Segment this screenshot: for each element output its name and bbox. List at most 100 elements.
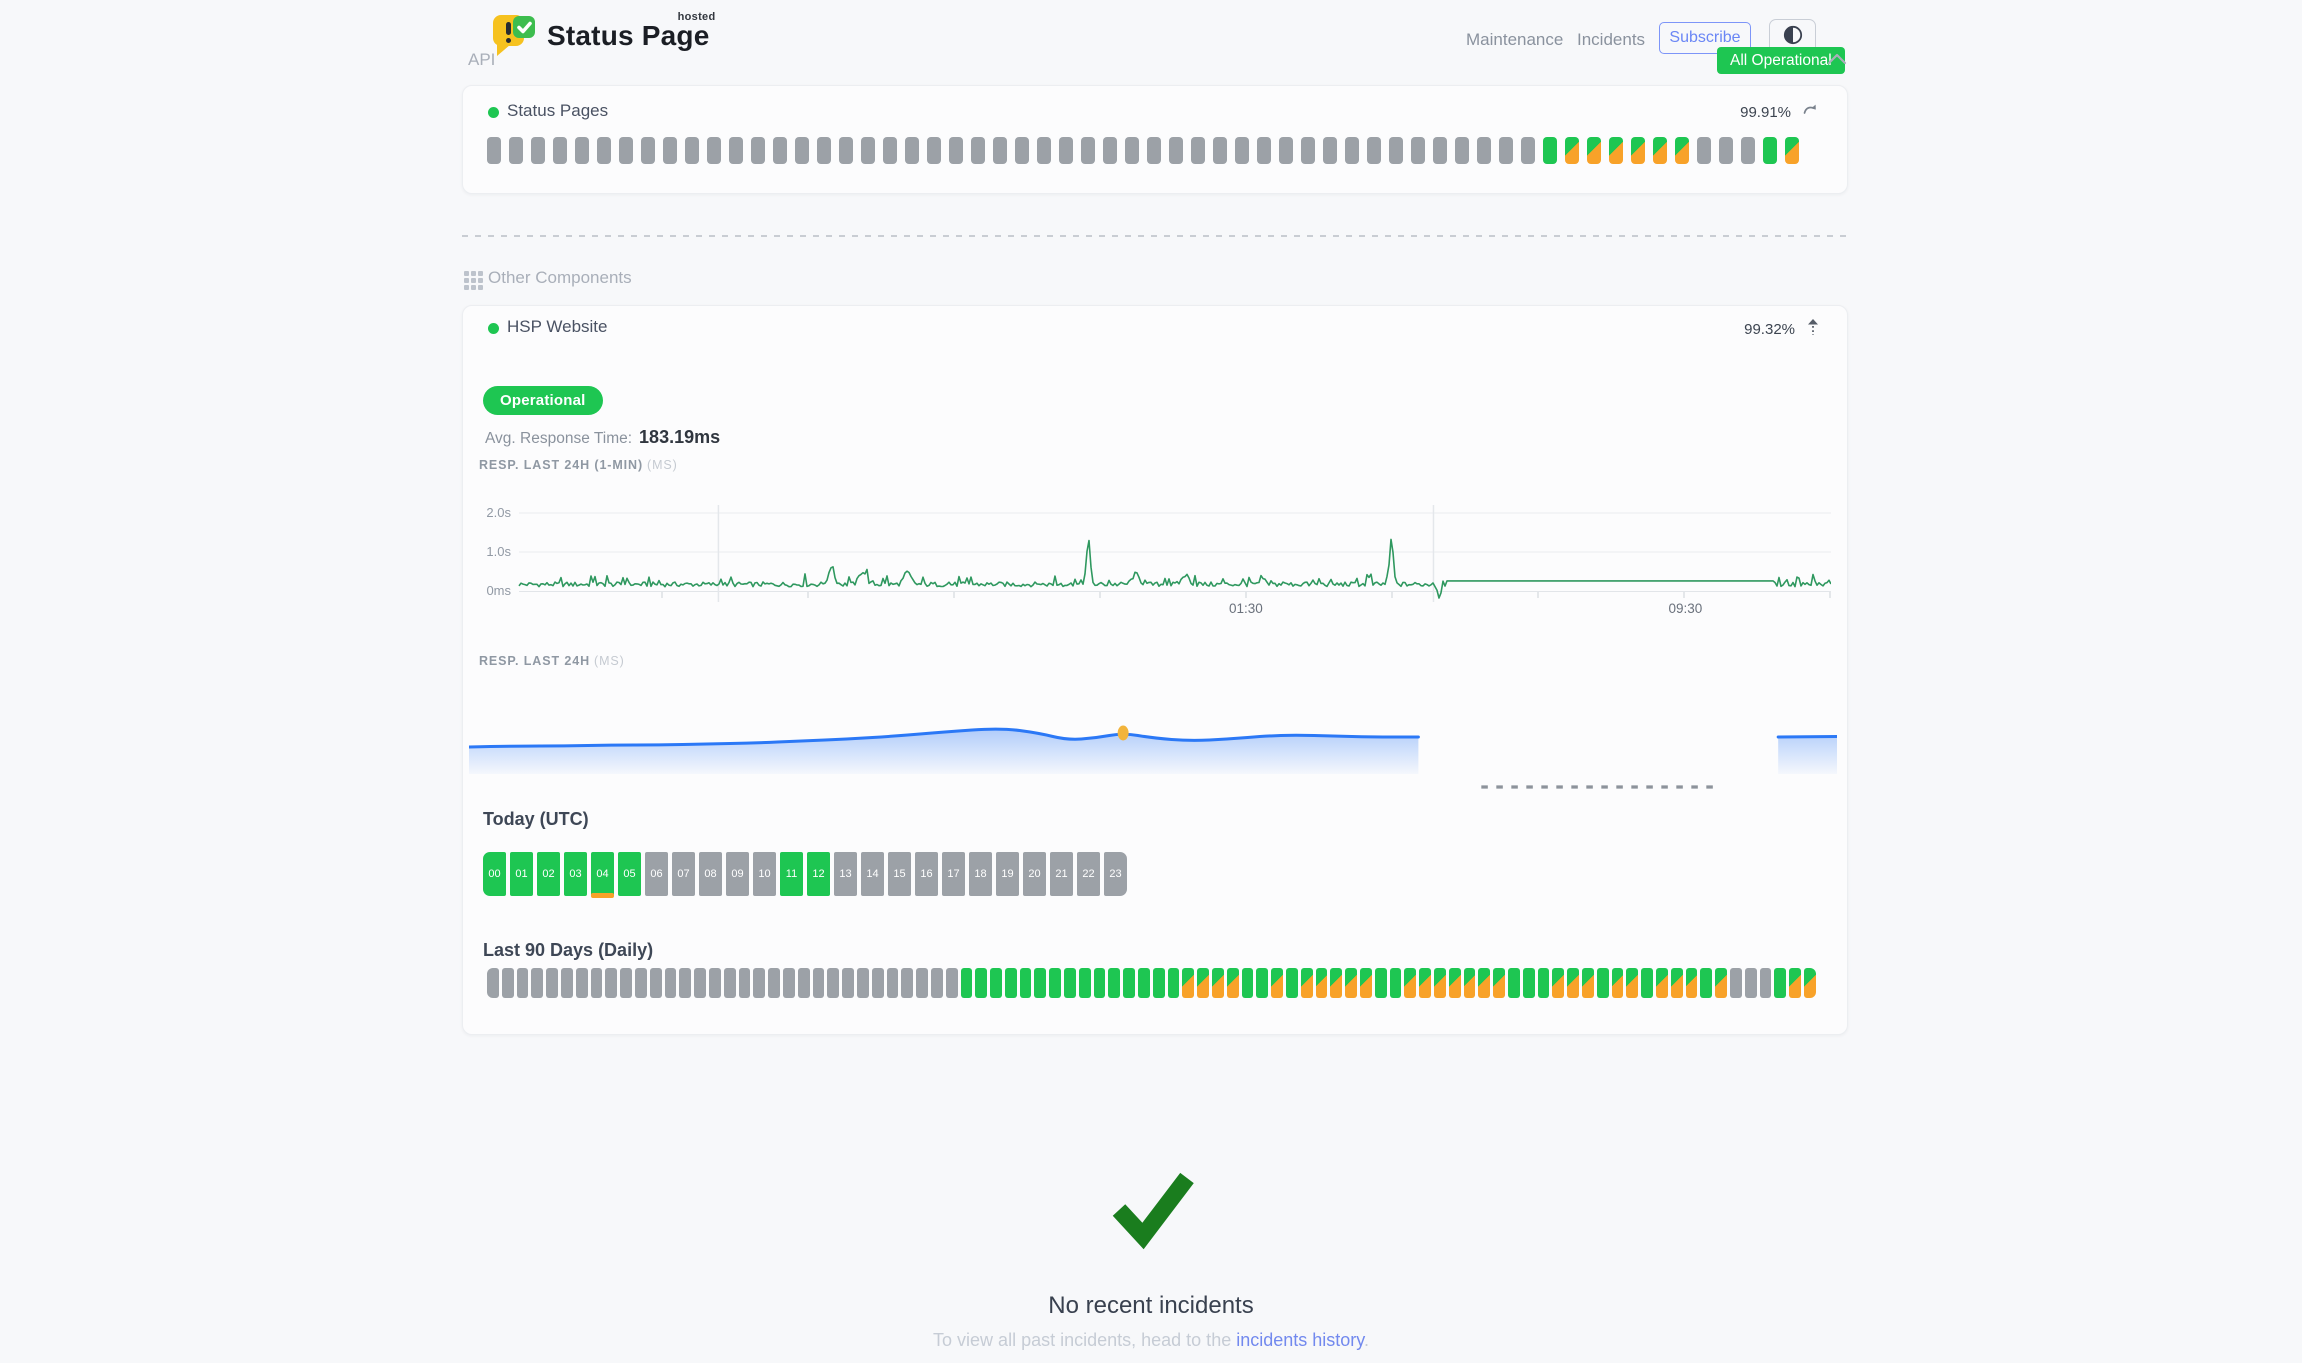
day-block[interactable]: [1567, 968, 1579, 998]
uptime-bar[interactable]: [1323, 137, 1337, 164]
day-block[interactable]: [1360, 968, 1372, 998]
day-block[interactable]: [723, 968, 736, 998]
day-block[interactable]: [649, 968, 662, 998]
uptime-bar[interactable]: [1719, 137, 1733, 164]
response-time-line-chart[interactable]: 2.0s 1.0s 0ms 01:30 09:30: [471, 501, 1831, 619]
day-block[interactable]: [1655, 968, 1668, 998]
hour-block[interactable]: 15: [888, 852, 911, 896]
uptime-bar[interactable]: [1169, 137, 1183, 164]
day-block[interactable]: [694, 968, 706, 998]
uptime-bar[interactable]: [905, 137, 919, 164]
day-block[interactable]: [1493, 968, 1505, 998]
uptime-bar[interactable]: [1697, 137, 1711, 164]
day-block[interactable]: [1241, 968, 1254, 998]
collapse-up-icon[interactable]: [1807, 318, 1819, 341]
uptime-bar[interactable]: [575, 137, 589, 164]
uptime-bar[interactable]: [1785, 137, 1799, 164]
uptime-bar[interactable]: [619, 137, 633, 164]
hour-block[interactable]: 16: [915, 852, 938, 896]
day-block[interactable]: [1004, 968, 1017, 998]
day-block[interactable]: [1552, 968, 1565, 998]
uptime-bar[interactable]: [795, 137, 809, 164]
day-block[interactable]: [575, 968, 588, 998]
chevron-up-icon[interactable]: [1827, 52, 1847, 71]
uptime-bar[interactable]: [971, 137, 985, 164]
brand-logo[interactable]: Status Page hosted: [490, 9, 715, 62]
day-block[interactable]: [960, 968, 973, 998]
day-block[interactable]: [1774, 968, 1787, 998]
uptime-bar[interactable]: [1125, 137, 1139, 164]
day-block[interactable]: [1581, 968, 1594, 998]
uptime-bar[interactable]: [993, 137, 1007, 164]
hour-block[interactable]: 23: [1104, 852, 1127, 896]
hour-block[interactable]: 07: [672, 852, 695, 896]
hour-block[interactable]: 11: [780, 852, 803, 896]
uptime-bar[interactable]: [663, 137, 677, 164]
uptime-bar[interactable]: [927, 137, 941, 164]
subscribe-button[interactable]: Subscribe: [1659, 22, 1751, 54]
hour-block[interactable]: 01: [510, 852, 533, 896]
uptime-bar[interactable]: [1609, 137, 1623, 164]
day-block[interactable]: [590, 968, 603, 998]
day-block[interactable]: [1093, 968, 1106, 998]
uptime-bar[interactable]: [1543, 137, 1557, 164]
day-block[interactable]: [768, 968, 780, 998]
day-block[interactable]: [605, 968, 618, 998]
hour-block[interactable]: 09: [726, 852, 749, 896]
hour-block[interactable]: 17: [942, 852, 965, 896]
day-block[interactable]: [1212, 968, 1224, 998]
day-block[interactable]: [1078, 968, 1091, 998]
day-block[interactable]: [1507, 968, 1520, 998]
day-block[interactable]: [916, 968, 928, 998]
day-block[interactable]: [1256, 968, 1269, 998]
day-block[interactable]: [1034, 968, 1047, 998]
uptime-bar[interactable]: [1213, 137, 1227, 164]
overall-status-badge[interactable]: All Operational: [1717, 47, 1845, 74]
day-block[interactable]: [945, 968, 958, 998]
day-block[interactable]: [487, 968, 499, 998]
day-block[interactable]: [930, 968, 943, 998]
day-block[interactable]: [1315, 968, 1328, 998]
hour-block[interactable]: 18: [969, 852, 992, 896]
hour-block[interactable]: 12: [807, 852, 830, 896]
day-block[interactable]: [1300, 968, 1313, 998]
uptime-bar[interactable]: [1455, 137, 1469, 164]
uptime-bar[interactable]: [1631, 137, 1645, 164]
day-block[interactable]: [501, 968, 514, 998]
uptime-bar[interactable]: [1653, 137, 1667, 164]
incidents-history-link[interactable]: incidents history: [1236, 1330, 1364, 1350]
uptime-bar[interactable]: [1037, 137, 1051, 164]
uptime-bar[interactable]: [487, 137, 501, 164]
day-block[interactable]: [1448, 968, 1461, 998]
uptime-bar[interactable]: [773, 137, 787, 164]
uptime-bar[interactable]: [1389, 137, 1403, 164]
day-block[interactable]: [856, 968, 869, 998]
day-block[interactable]: [1345, 968, 1358, 998]
day-block[interactable]: [1670, 968, 1683, 998]
uptime-bar[interactable]: [597, 137, 611, 164]
hour-block[interactable]: 02: [537, 852, 560, 896]
uptime-bar[interactable]: [817, 137, 831, 164]
uptime-bar[interactable]: [685, 137, 699, 164]
uptime-bar[interactable]: [509, 137, 523, 164]
day-block[interactable]: [1685, 968, 1698, 998]
day-block[interactable]: [679, 968, 692, 998]
day-block[interactable]: [1226, 968, 1239, 998]
day-block[interactable]: [1271, 968, 1284, 998]
day-block[interactable]: [871, 968, 884, 998]
uptime-bar[interactable]: [1741, 137, 1755, 164]
day-block[interactable]: [1478, 968, 1491, 998]
day-block[interactable]: [812, 968, 825, 998]
uptime-bar[interactable]: [1565, 137, 1579, 164]
uptime-bar[interactable]: [751, 137, 765, 164]
uptime-bar[interactable]: [1433, 137, 1447, 164]
uptime-bar[interactable]: [1301, 137, 1315, 164]
day-block[interactable]: [1700, 968, 1713, 998]
uptime-bar[interactable]: [1059, 137, 1073, 164]
day-block[interactable]: [1641, 968, 1653, 998]
day-block[interactable]: [531, 968, 544, 998]
day-block[interactable]: [1715, 968, 1727, 998]
uptime-bar[interactable]: [1279, 137, 1293, 164]
hour-block[interactable]: 04: [591, 852, 614, 898]
day-block[interactable]: [1759, 968, 1772, 998]
